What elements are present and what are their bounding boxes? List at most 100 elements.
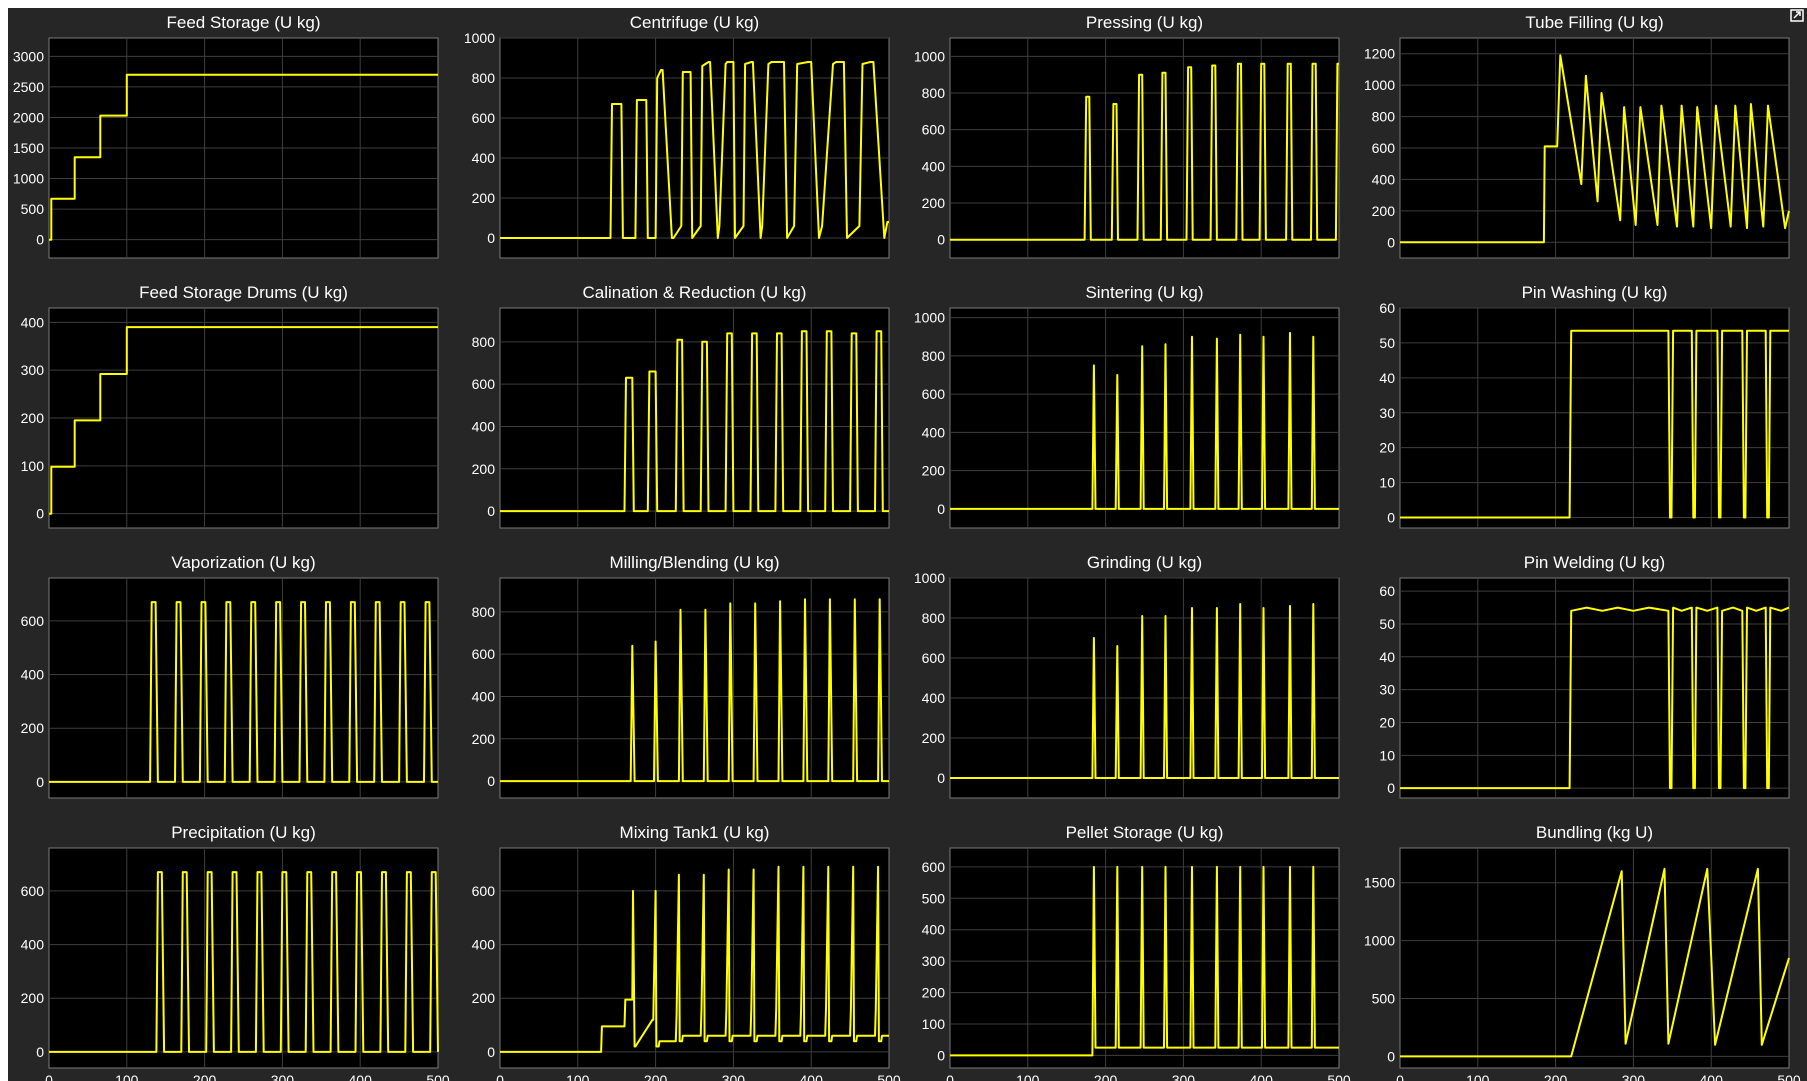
- x-tick-label: 100: [1466, 1072, 1490, 1081]
- y-tick-label: 0: [1387, 510, 1395, 526]
- y-tick-label: 0: [36, 232, 44, 248]
- axes-area: [1399, 847, 1790, 1069]
- signal-trace: [950, 603, 1339, 779]
- y-tick-label: 400: [1372, 171, 1396, 187]
- y-tick-label: 400: [21, 937, 45, 953]
- signal-trace: [950, 331, 1339, 510]
- scope-panel: Pin Welding (U kg) 0 10 20 30 40 50 60: [1379, 553, 1790, 799]
- y-tick-label: 400: [922, 922, 946, 938]
- signal-trace: [1400, 867, 1790, 1058]
- scope-panel: Bundling (kg U) 0 500 1000 1500 0 100 200 300 400…: [1364, 823, 1801, 1081]
- y-tick-label: 600: [472, 646, 496, 662]
- x-tick-label: 100: [115, 1072, 139, 1081]
- window-left-edge: [0, 0, 8, 1081]
- x-tick-label: 0: [1396, 1072, 1404, 1081]
- y-tick-label: 400: [472, 150, 496, 166]
- signal-trace: [950, 62, 1339, 241]
- plot-title: Vaporization (U kg): [171, 553, 315, 572]
- y-tick-label: 1500: [13, 140, 44, 156]
- y-tick-label: 500: [21, 201, 45, 217]
- plot-title: Bundling (kg U): [1536, 823, 1653, 842]
- plot-title: Centrifuge (U kg): [630, 13, 759, 32]
- y-tick-label: 50: [1379, 616, 1395, 632]
- y-tick-label: 0: [937, 770, 945, 786]
- y-tick-label: 30: [1379, 405, 1395, 421]
- y-tick-label: 400: [21, 667, 45, 683]
- scope-panel: Sintering (U kg) 0 200 400 600 800 1000: [914, 283, 1340, 529]
- y-tick-label: 2000: [13, 109, 44, 125]
- signal-trace: [49, 601, 438, 783]
- scope-panel: Centrifuge (U kg) 0 200 400 600 800 1000: [464, 13, 890, 259]
- y-tick-label: 800: [922, 348, 946, 364]
- y-tick-label: 600: [21, 613, 45, 629]
- y-tick-label: 200: [472, 461, 496, 477]
- y-tick-label: 200: [21, 410, 45, 426]
- y-tick-label: 600: [472, 376, 496, 392]
- y-tick-label: 300: [21, 362, 45, 378]
- y-tick-label: 800: [922, 85, 946, 101]
- y-tick-label: 0: [937, 1047, 945, 1063]
- axes-area: [48, 577, 439, 799]
- y-tick-label: 600: [1372, 140, 1396, 156]
- x-tick-label: 500: [426, 1072, 450, 1081]
- signal-trace: [49, 871, 439, 1053]
- undock-icon[interactable]: [1790, 9, 1804, 22]
- y-tick-label: 1000: [1364, 77, 1395, 93]
- x-tick-label: 100: [566, 1072, 590, 1081]
- plot-title: Pressing (U kg): [1086, 13, 1203, 32]
- y-tick-label: 0: [36, 506, 44, 522]
- axes-area: [499, 577, 890, 799]
- axes-area: [499, 847, 890, 1069]
- x-tick-label: 200: [644, 1072, 668, 1081]
- plot-title: Feed Storage Drums (U kg): [139, 283, 348, 302]
- y-tick-label: 1000: [914, 48, 945, 64]
- y-tick-label: 200: [472, 731, 496, 747]
- y-tick-label: 0: [1387, 1048, 1395, 1064]
- x-tick-label: 300: [1172, 1072, 1196, 1081]
- y-tick-label: 400: [922, 690, 946, 706]
- y-tick-label: 100: [21, 458, 45, 474]
- x-tick-label: 300: [722, 1072, 746, 1081]
- scope-panel: Calination & Reduction (U kg) 0 200 400 600 8…: [472, 283, 890, 529]
- x-tick-label: 200: [193, 1072, 217, 1081]
- signal-trace: [500, 598, 889, 783]
- scope-plots: Feed Storage (U kg)050010001500200025003…: [13, 13, 1801, 1081]
- y-tick-label: 1000: [13, 171, 44, 187]
- signal-trace: [1400, 329, 1789, 519]
- x-tick-label: 200: [1544, 1072, 1568, 1081]
- scope-panel: Mixing Tank1 (U kg) 0 200 400 600 0 100 200 300 4…: [472, 823, 901, 1081]
- y-tick-label: 0: [937, 501, 945, 517]
- scope-panel: Pin Washing (U kg) 0 10 20 30 40 50 60: [1379, 283, 1790, 529]
- x-tick-label: 400: [1700, 1072, 1724, 1081]
- plot-title: Grinding (U kg): [1087, 553, 1202, 572]
- y-tick-label: 400: [472, 937, 496, 953]
- y-tick-label: 50: [1379, 335, 1395, 351]
- y-tick-label: 200: [922, 985, 946, 1001]
- plot-title: Feed Storage (U kg): [166, 13, 320, 32]
- x-tick-label: 0: [496, 1072, 504, 1081]
- y-tick-label: 800: [472, 70, 496, 86]
- y-tick-label: 600: [922, 386, 946, 402]
- y-tick-label: 200: [472, 190, 496, 206]
- x-tick-label: 400: [1250, 1072, 1274, 1081]
- scope-panel: Vaporization (U kg) 0 200 400 600: [21, 553, 439, 799]
- y-tick-label: 20: [1379, 440, 1395, 456]
- y-tick-label: 400: [472, 688, 496, 704]
- signal-trace: [1400, 54, 1790, 244]
- signal-trace: [500, 865, 889, 1053]
- signal-trace: [500, 61, 889, 239]
- y-tick-label: 200: [21, 720, 45, 736]
- y-tick-label: 1000: [914, 570, 945, 586]
- plot-title: Milling/Blending (U kg): [609, 553, 779, 572]
- x-tick-label: 400: [349, 1072, 373, 1081]
- axes-area: [1399, 307, 1790, 529]
- axes-area: [48, 847, 439, 1069]
- scope-panel: Pellet Storage (U kg) 0 100 200 300 400 500 600…: [922, 823, 1351, 1081]
- y-tick-label: 0: [487, 1044, 495, 1060]
- x-tick-label: 500: [877, 1072, 901, 1081]
- y-tick-label: 500: [922, 890, 946, 906]
- y-tick-label: 600: [922, 650, 946, 666]
- y-tick-label: 500: [1372, 991, 1396, 1007]
- signal-trace: [49, 326, 438, 515]
